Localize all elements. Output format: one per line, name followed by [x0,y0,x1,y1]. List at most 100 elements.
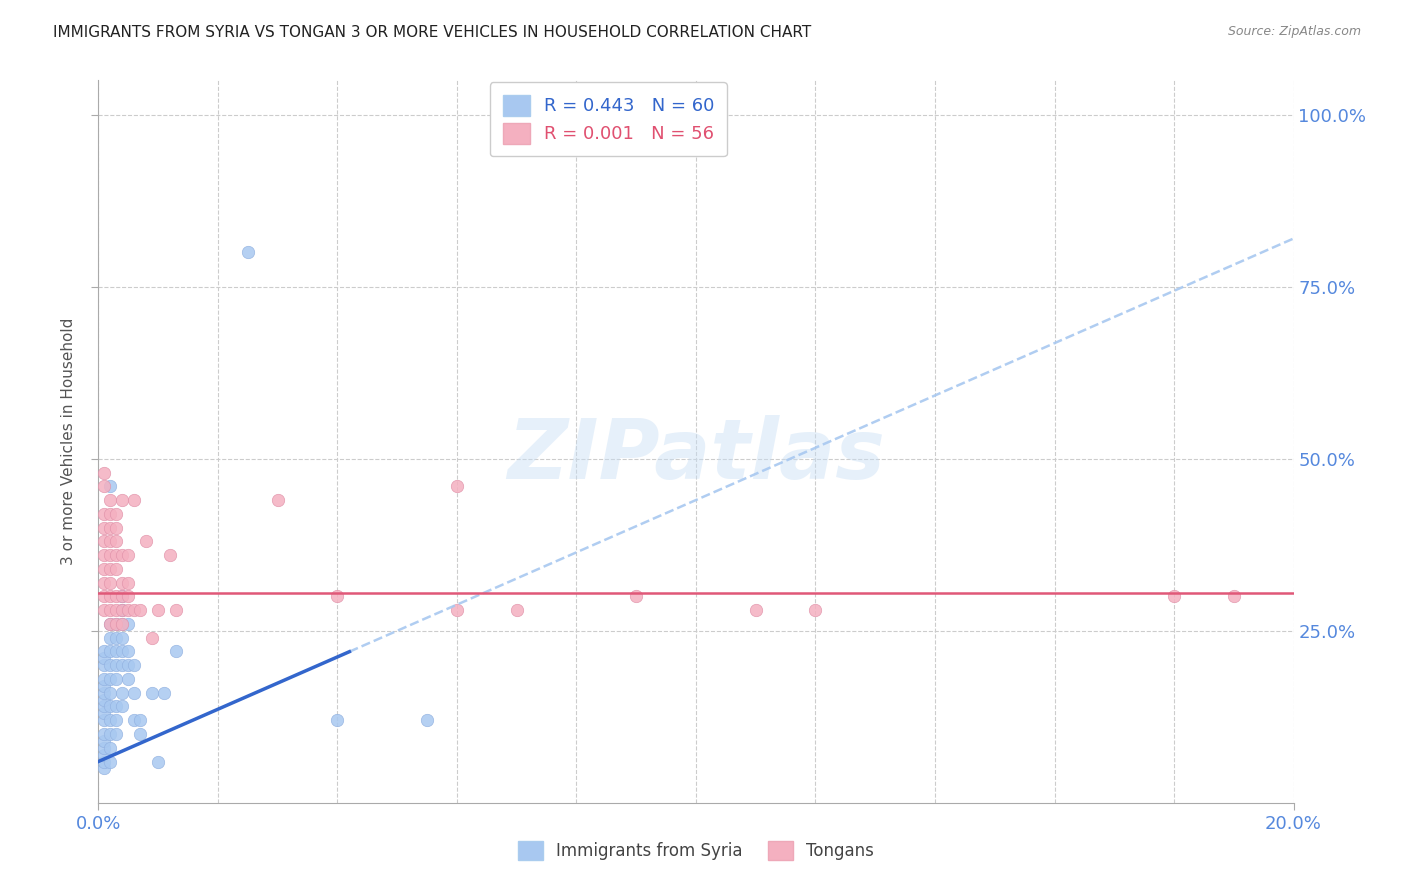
Point [93,479,115,493]
Point [111,575,134,590]
Point [105,616,128,631]
Point [141,631,163,645]
Point [98,548,122,562]
Point [93,651,115,665]
Point [111,686,134,700]
Point [98,740,122,755]
Point [93,644,115,658]
Legend: Immigrants from Syria, Tongans: Immigrants from Syria, Tongans [512,834,880,867]
Point [93,747,115,762]
Point [267,493,290,508]
Point [93,603,115,617]
Point [326,713,349,727]
Point [93,562,115,576]
Point [98,686,122,700]
Point [111,616,134,631]
Point [98,479,122,493]
Point [117,548,139,562]
Point [124,713,146,727]
Point [93,686,115,700]
Point [326,590,349,604]
Point [105,603,128,617]
Point [98,658,122,673]
Point [98,575,122,590]
Point [93,548,115,562]
Point [153,686,176,700]
Point [129,713,152,727]
Point [105,562,128,576]
Point [117,575,139,590]
Point [98,727,122,741]
Point [111,590,134,604]
Point [111,603,134,617]
Point [236,245,259,260]
Point [93,679,115,693]
Point [124,686,146,700]
Point [129,727,152,741]
Point [135,534,157,549]
Point [111,603,134,617]
Point [105,520,128,534]
Point [124,493,146,508]
Point [446,603,468,617]
Point [804,603,827,617]
Point [105,590,128,604]
Point [98,616,122,631]
Point [416,713,439,727]
Point [98,493,122,508]
Point [93,507,115,521]
Point [148,755,170,769]
Point [626,590,648,604]
Point [111,493,134,508]
Point [105,534,128,549]
Point [111,590,134,604]
Point [98,603,122,617]
Point [93,727,115,741]
Point [98,699,122,714]
Point [1223,590,1246,604]
Point [98,644,122,658]
Point [111,548,134,562]
Point [141,686,163,700]
Point [98,631,122,645]
Point [1163,590,1185,604]
Text: Source: ZipAtlas.com: Source: ZipAtlas.com [1227,25,1361,38]
Point [111,658,134,673]
Point [105,727,128,741]
Point [93,761,115,775]
Point [93,590,115,604]
Point [159,548,181,562]
Point [745,603,768,617]
Point [111,644,134,658]
Point [117,658,139,673]
Point [93,575,115,590]
Point [93,466,115,480]
Point [117,616,139,631]
Point [93,534,115,549]
Point [111,631,134,645]
Point [129,603,152,617]
Point [124,658,146,673]
Point [105,658,128,673]
Point [105,507,128,521]
Point [111,699,134,714]
Point [165,603,187,617]
Point [93,672,115,686]
Point [93,706,115,721]
Point [117,644,139,658]
Point [124,603,146,617]
Point [93,755,115,769]
Point [93,734,115,748]
Point [105,616,128,631]
Point [506,603,529,617]
Point [98,520,122,534]
Point [105,548,128,562]
Point [105,631,128,645]
Point [105,713,128,727]
Point [165,644,187,658]
Text: IMMIGRANTS FROM SYRIA VS TONGAN 3 OR MORE VEHICLES IN HOUSEHOLD CORRELATION CHAR: IMMIGRANTS FROM SYRIA VS TONGAN 3 OR MOR… [53,25,811,40]
Point [105,699,128,714]
Point [111,616,134,631]
Point [98,562,122,576]
Point [93,658,115,673]
